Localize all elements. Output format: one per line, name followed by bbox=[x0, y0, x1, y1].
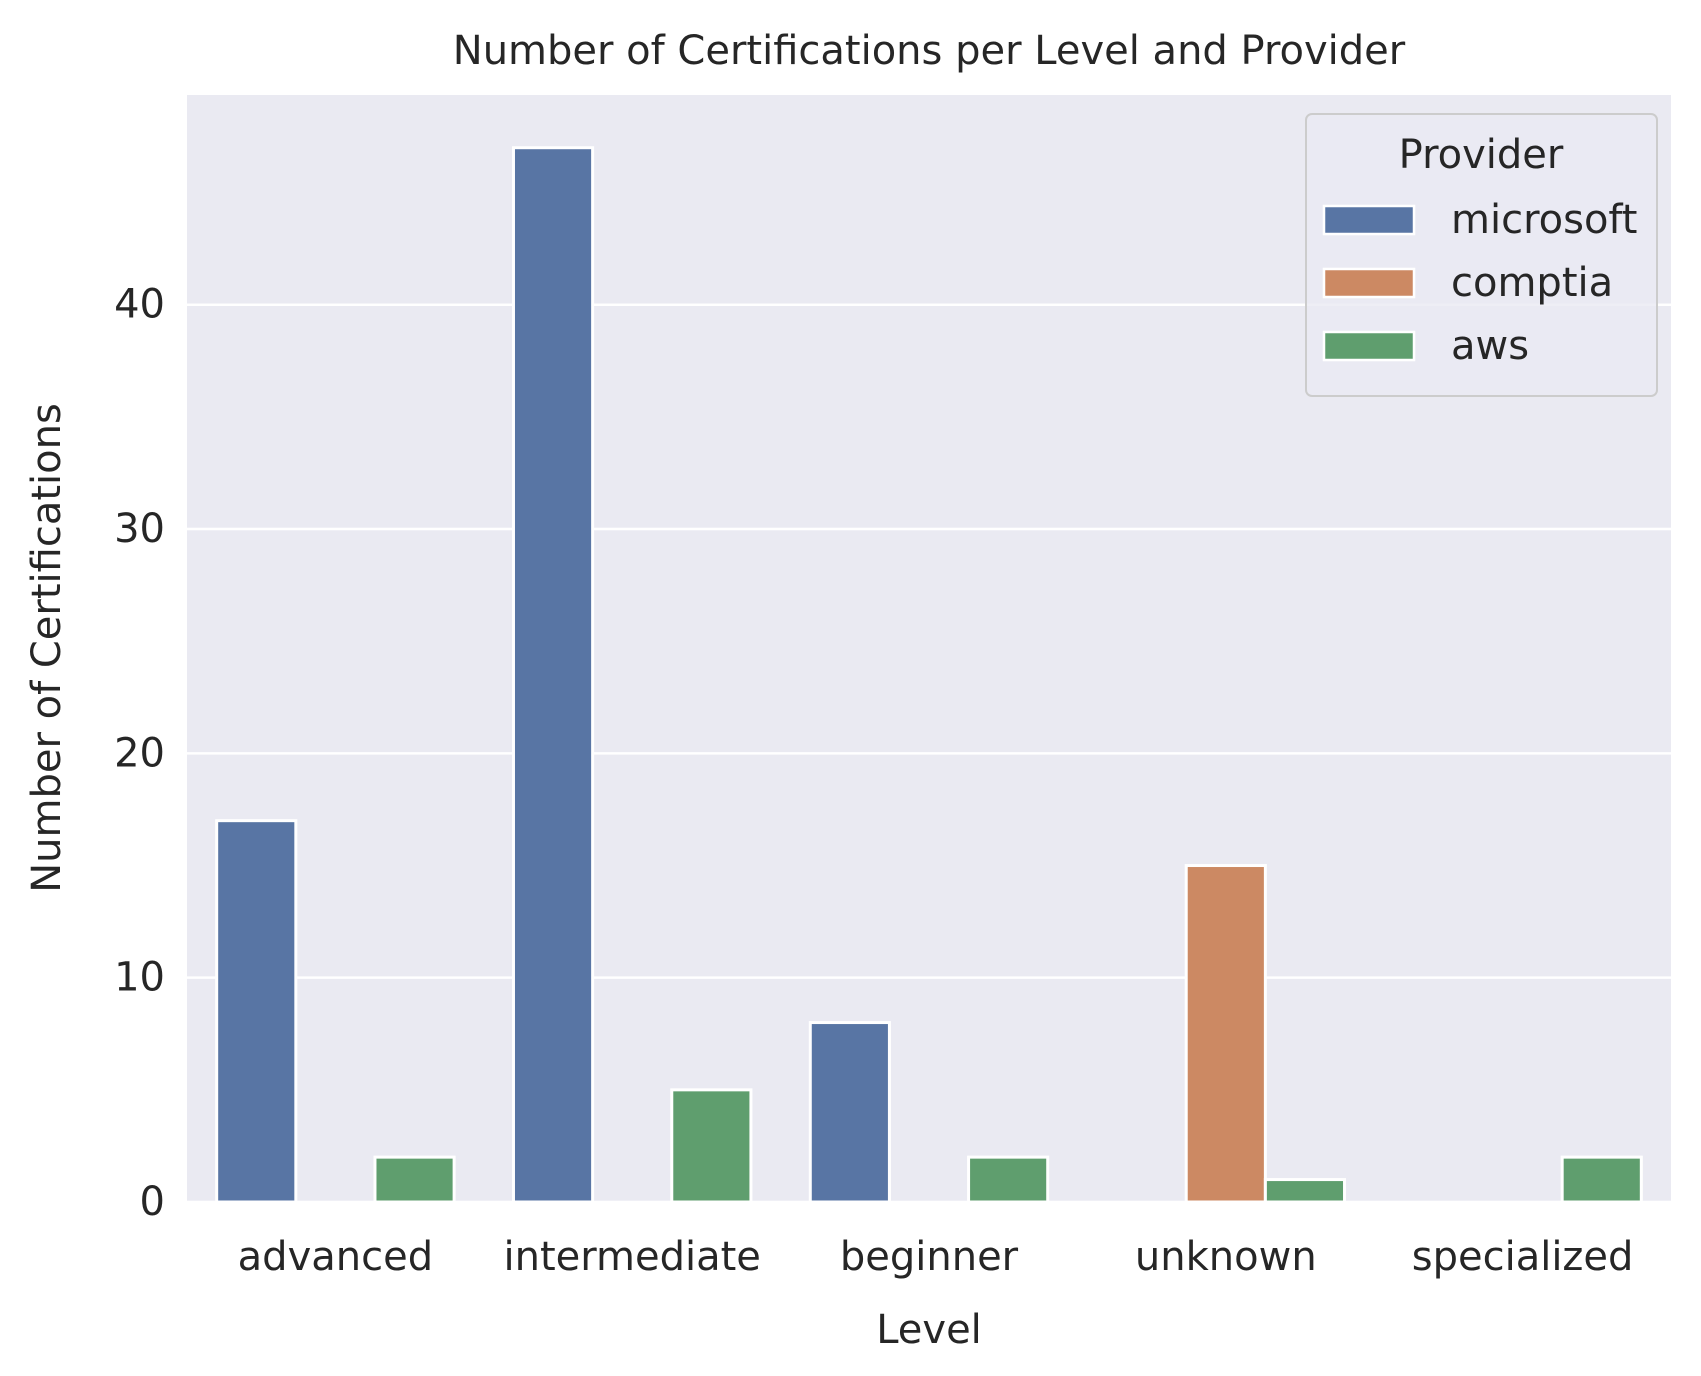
bar-aws-intermediate bbox=[670, 1088, 753, 1204]
legend-swatch-comptia bbox=[1322, 267, 1416, 299]
y-tick-label: 40 bbox=[114, 282, 165, 328]
x-tick-labels: advanced intermediate beginner unknown speci… bbox=[238, 1234, 1634, 1280]
x-tick-label: intermediate bbox=[504, 1234, 761, 1280]
x-axis-label: Level bbox=[876, 1307, 982, 1353]
y-tick-label: 0 bbox=[140, 1179, 165, 1225]
y-tick-label: 10 bbox=[114, 955, 165, 1001]
x-tick-label: unknown bbox=[1135, 1234, 1317, 1280]
chart-title: Number of Certifications per Level and P… bbox=[453, 28, 1406, 74]
bar-aws-advanced bbox=[373, 1155, 456, 1204]
legend-title: Provider bbox=[1399, 132, 1564, 178]
x-tick-label: beginner bbox=[840, 1234, 1019, 1280]
bar-microsoft-beginner bbox=[808, 1021, 891, 1204]
y-axis-label: Number of Certifications bbox=[24, 403, 70, 893]
y-tick-label: 20 bbox=[114, 730, 165, 776]
y-tick-labels: 0 10 20 30 40 bbox=[114, 282, 165, 1225]
legend: Provider microsoft comptia aws bbox=[1305, 113, 1658, 397]
legend-label-comptia: comptia bbox=[1451, 260, 1613, 306]
legend-label-aws: aws bbox=[1451, 323, 1529, 369]
bars bbox=[215, 146, 1643, 1204]
legend-swatch-aws bbox=[1322, 330, 1416, 362]
x-tick-label: advanced bbox=[238, 1234, 433, 1280]
legend-items: microsoft comptia aws bbox=[1322, 197, 1637, 369]
legend-frame bbox=[1305, 113, 1658, 397]
legend-swatch-microsoft bbox=[1322, 204, 1416, 236]
legend-label-microsoft: microsoft bbox=[1451, 197, 1637, 243]
bar-aws-specialized bbox=[1560, 1155, 1643, 1204]
bar-aws-unknown bbox=[1263, 1178, 1347, 1204]
bar-aws-beginner bbox=[967, 1155, 1050, 1204]
bar-microsoft-intermediate bbox=[511, 146, 595, 1204]
x-tick-label: specialized bbox=[1412, 1234, 1634, 1280]
bar-comptia-unknown bbox=[1184, 864, 1267, 1204]
bar-microsoft-advanced bbox=[215, 819, 298, 1204]
y-tick-label: 30 bbox=[114, 506, 165, 552]
